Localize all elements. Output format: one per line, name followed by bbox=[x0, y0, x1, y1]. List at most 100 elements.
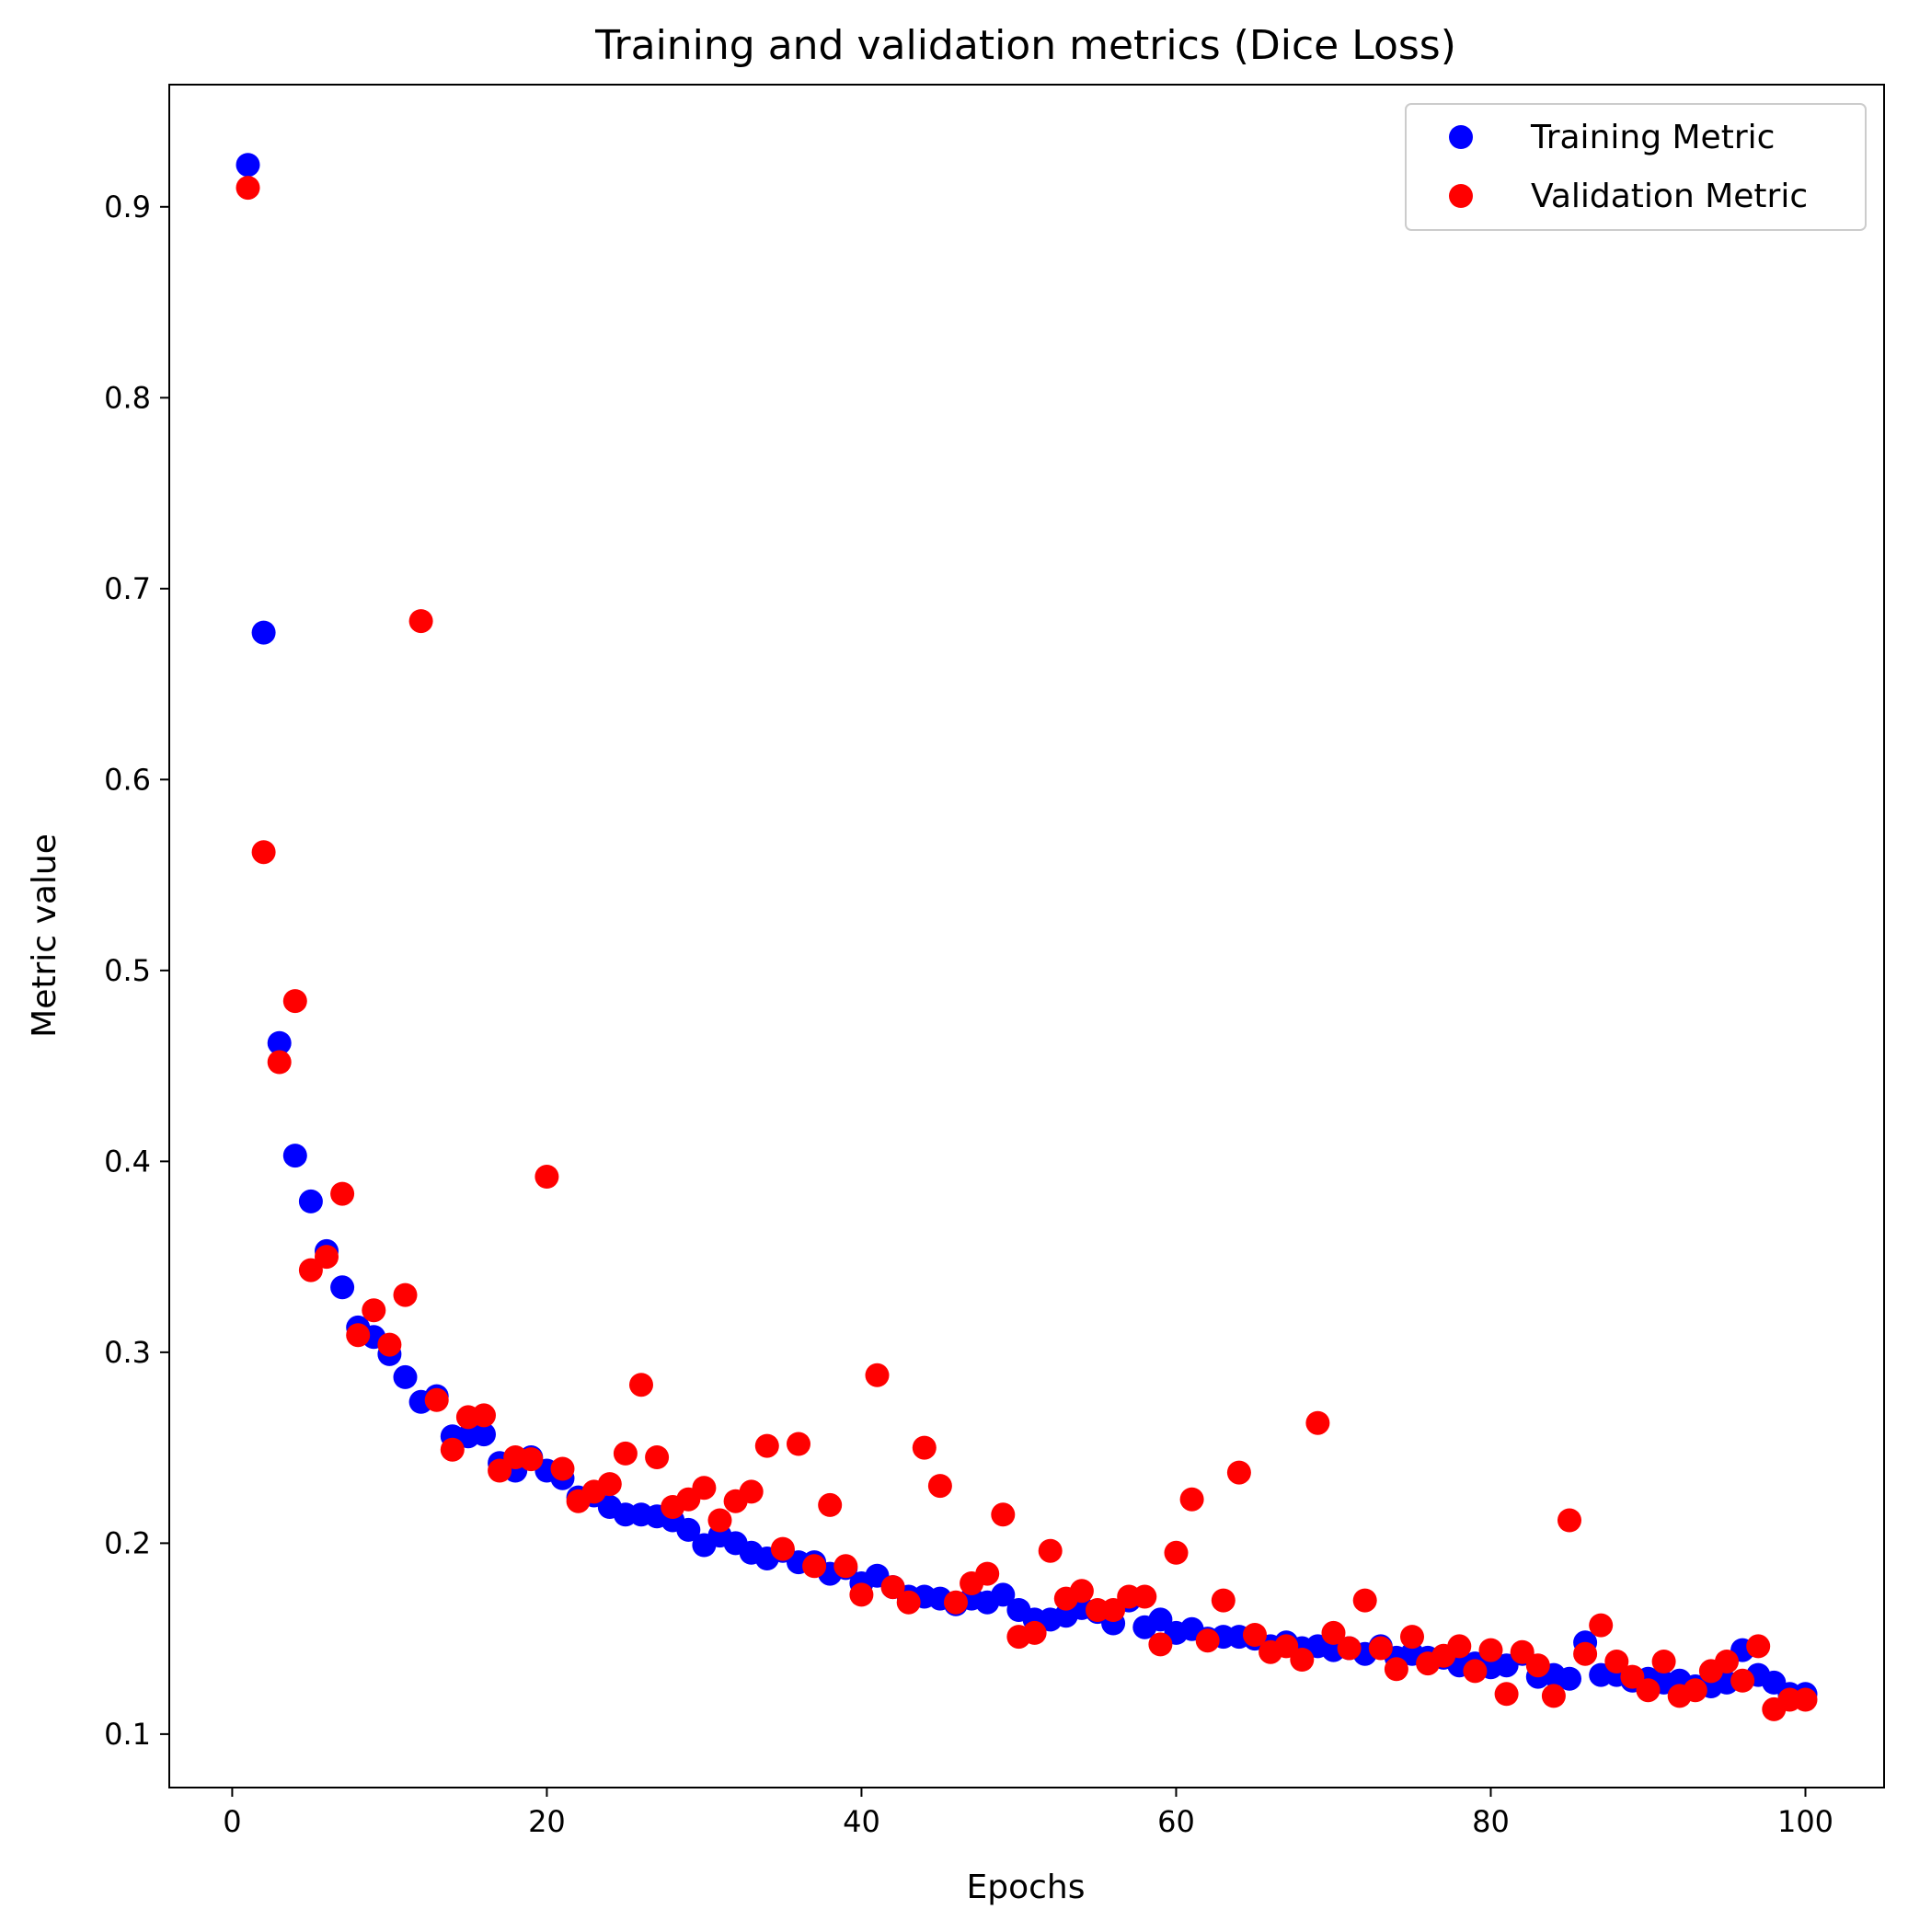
y-tick-label: 0.3 bbox=[104, 1335, 151, 1370]
data-point bbox=[534, 1165, 559, 1189]
data-point bbox=[692, 1476, 717, 1501]
data-point bbox=[251, 620, 276, 645]
data-point bbox=[1510, 1639, 1534, 1664]
legend-marker-validation bbox=[1449, 184, 1473, 208]
data-point bbox=[1400, 1625, 1424, 1650]
x-tick-label: 20 bbox=[528, 1804, 566, 1839]
data-point bbox=[1368, 1636, 1393, 1661]
y-axis-ticks: 0.1 0.2 0.3 0.4 0.5 0.6 0.7 0.8 0.9 bbox=[104, 190, 169, 1752]
data-point bbox=[1746, 1634, 1771, 1659]
y-tick-label: 0.9 bbox=[104, 190, 151, 224]
data-point bbox=[330, 1275, 355, 1300]
data-point bbox=[944, 1590, 968, 1615]
legend-box bbox=[1405, 103, 1867, 231]
data-point bbox=[1101, 1598, 1126, 1622]
data-point bbox=[1557, 1508, 1581, 1533]
y-tick-label: 0.5 bbox=[104, 953, 151, 988]
x-axis-label: Epochs bbox=[967, 1869, 1086, 1906]
legend-marker-training bbox=[1449, 125, 1473, 149]
data-point bbox=[1337, 1636, 1362, 1661]
data-point bbox=[1683, 1678, 1707, 1703]
data-point bbox=[1604, 1650, 1629, 1673]
data-point bbox=[1557, 1666, 1581, 1691]
data-point bbox=[1179, 1487, 1204, 1512]
data-point bbox=[1573, 1641, 1598, 1666]
data-point bbox=[1620, 1664, 1645, 1689]
x-tick-label: 80 bbox=[1472, 1804, 1510, 1839]
data-point bbox=[1022, 1620, 1047, 1645]
data-point bbox=[1290, 1648, 1315, 1672]
data-point bbox=[833, 1554, 858, 1579]
data-point bbox=[1715, 1650, 1739, 1673]
data-point bbox=[282, 1144, 307, 1168]
data-point bbox=[1651, 1650, 1676, 1673]
data-point bbox=[1352, 1588, 1377, 1613]
data-point bbox=[597, 1472, 622, 1497]
data-point bbox=[1793, 1687, 1818, 1712]
data-point bbox=[1148, 1607, 1173, 1632]
data-point bbox=[362, 1298, 386, 1323]
data-point bbox=[880, 1575, 905, 1600]
data-point bbox=[865, 1363, 890, 1387]
x-axis-ticks: 0 20 40 60 80 100 bbox=[223, 1788, 1833, 1839]
series-validation bbox=[236, 176, 1818, 1721]
x-tick-label: 100 bbox=[1777, 1804, 1833, 1839]
data-point bbox=[298, 1258, 323, 1282]
data-point bbox=[472, 1403, 496, 1428]
plot-frame bbox=[168, 84, 1885, 1788]
data-point bbox=[849, 1582, 874, 1607]
chart-title: Training and validation metrics (Dice Lo… bbox=[594, 22, 1456, 69]
data-point bbox=[1132, 1584, 1157, 1609]
data-point bbox=[346, 1323, 371, 1348]
y-axis-label: Metric value bbox=[26, 834, 63, 1038]
data-point bbox=[613, 1441, 638, 1466]
data-point bbox=[1525, 1653, 1550, 1678]
data-point bbox=[393, 1282, 418, 1307]
data-point bbox=[645, 1445, 670, 1469]
data-point bbox=[1226, 1460, 1251, 1485]
data-point bbox=[991, 1582, 1016, 1607]
data-point bbox=[440, 1437, 465, 1462]
data-point bbox=[818, 1492, 843, 1517]
data-point bbox=[1274, 1634, 1299, 1659]
x-tick-label: 0 bbox=[223, 1804, 241, 1839]
data-point bbox=[1463, 1659, 1488, 1684]
x-tick-label: 60 bbox=[1157, 1804, 1195, 1839]
data-point bbox=[267, 1030, 292, 1055]
y-tick-label: 0.2 bbox=[104, 1525, 151, 1560]
data-point bbox=[1211, 1588, 1236, 1613]
data-point bbox=[330, 1181, 355, 1206]
data-point bbox=[754, 1433, 779, 1458]
data-point bbox=[251, 840, 276, 865]
data-point bbox=[975, 1561, 1000, 1586]
data-point bbox=[550, 1456, 575, 1481]
data-point bbox=[424, 1387, 449, 1412]
data-point bbox=[1447, 1634, 1472, 1659]
data-point bbox=[912, 1435, 937, 1460]
data-point bbox=[488, 1458, 512, 1483]
data-point bbox=[770, 1536, 795, 1561]
data-point bbox=[1730, 1668, 1755, 1693]
data-point bbox=[1243, 1623, 1267, 1647]
data-point bbox=[1478, 1638, 1503, 1662]
data-point bbox=[739, 1479, 764, 1504]
data-point bbox=[1305, 1410, 1330, 1435]
data-point bbox=[1069, 1579, 1094, 1604]
data-point bbox=[408, 609, 433, 634]
data-point bbox=[1384, 1657, 1408, 1682]
data-point bbox=[1148, 1632, 1173, 1657]
y-tick-label: 0.6 bbox=[104, 762, 151, 797]
data-point bbox=[1541, 1684, 1566, 1708]
data-point bbox=[393, 1364, 418, 1389]
data-point bbox=[377, 1332, 402, 1357]
y-tick-label: 0.7 bbox=[104, 571, 151, 606]
data-point bbox=[1038, 1538, 1063, 1563]
data-point bbox=[472, 1422, 496, 1447]
data-point bbox=[1636, 1678, 1661, 1703]
data-point bbox=[927, 1474, 952, 1499]
data-point bbox=[267, 1050, 292, 1075]
data-point bbox=[282, 989, 307, 1014]
